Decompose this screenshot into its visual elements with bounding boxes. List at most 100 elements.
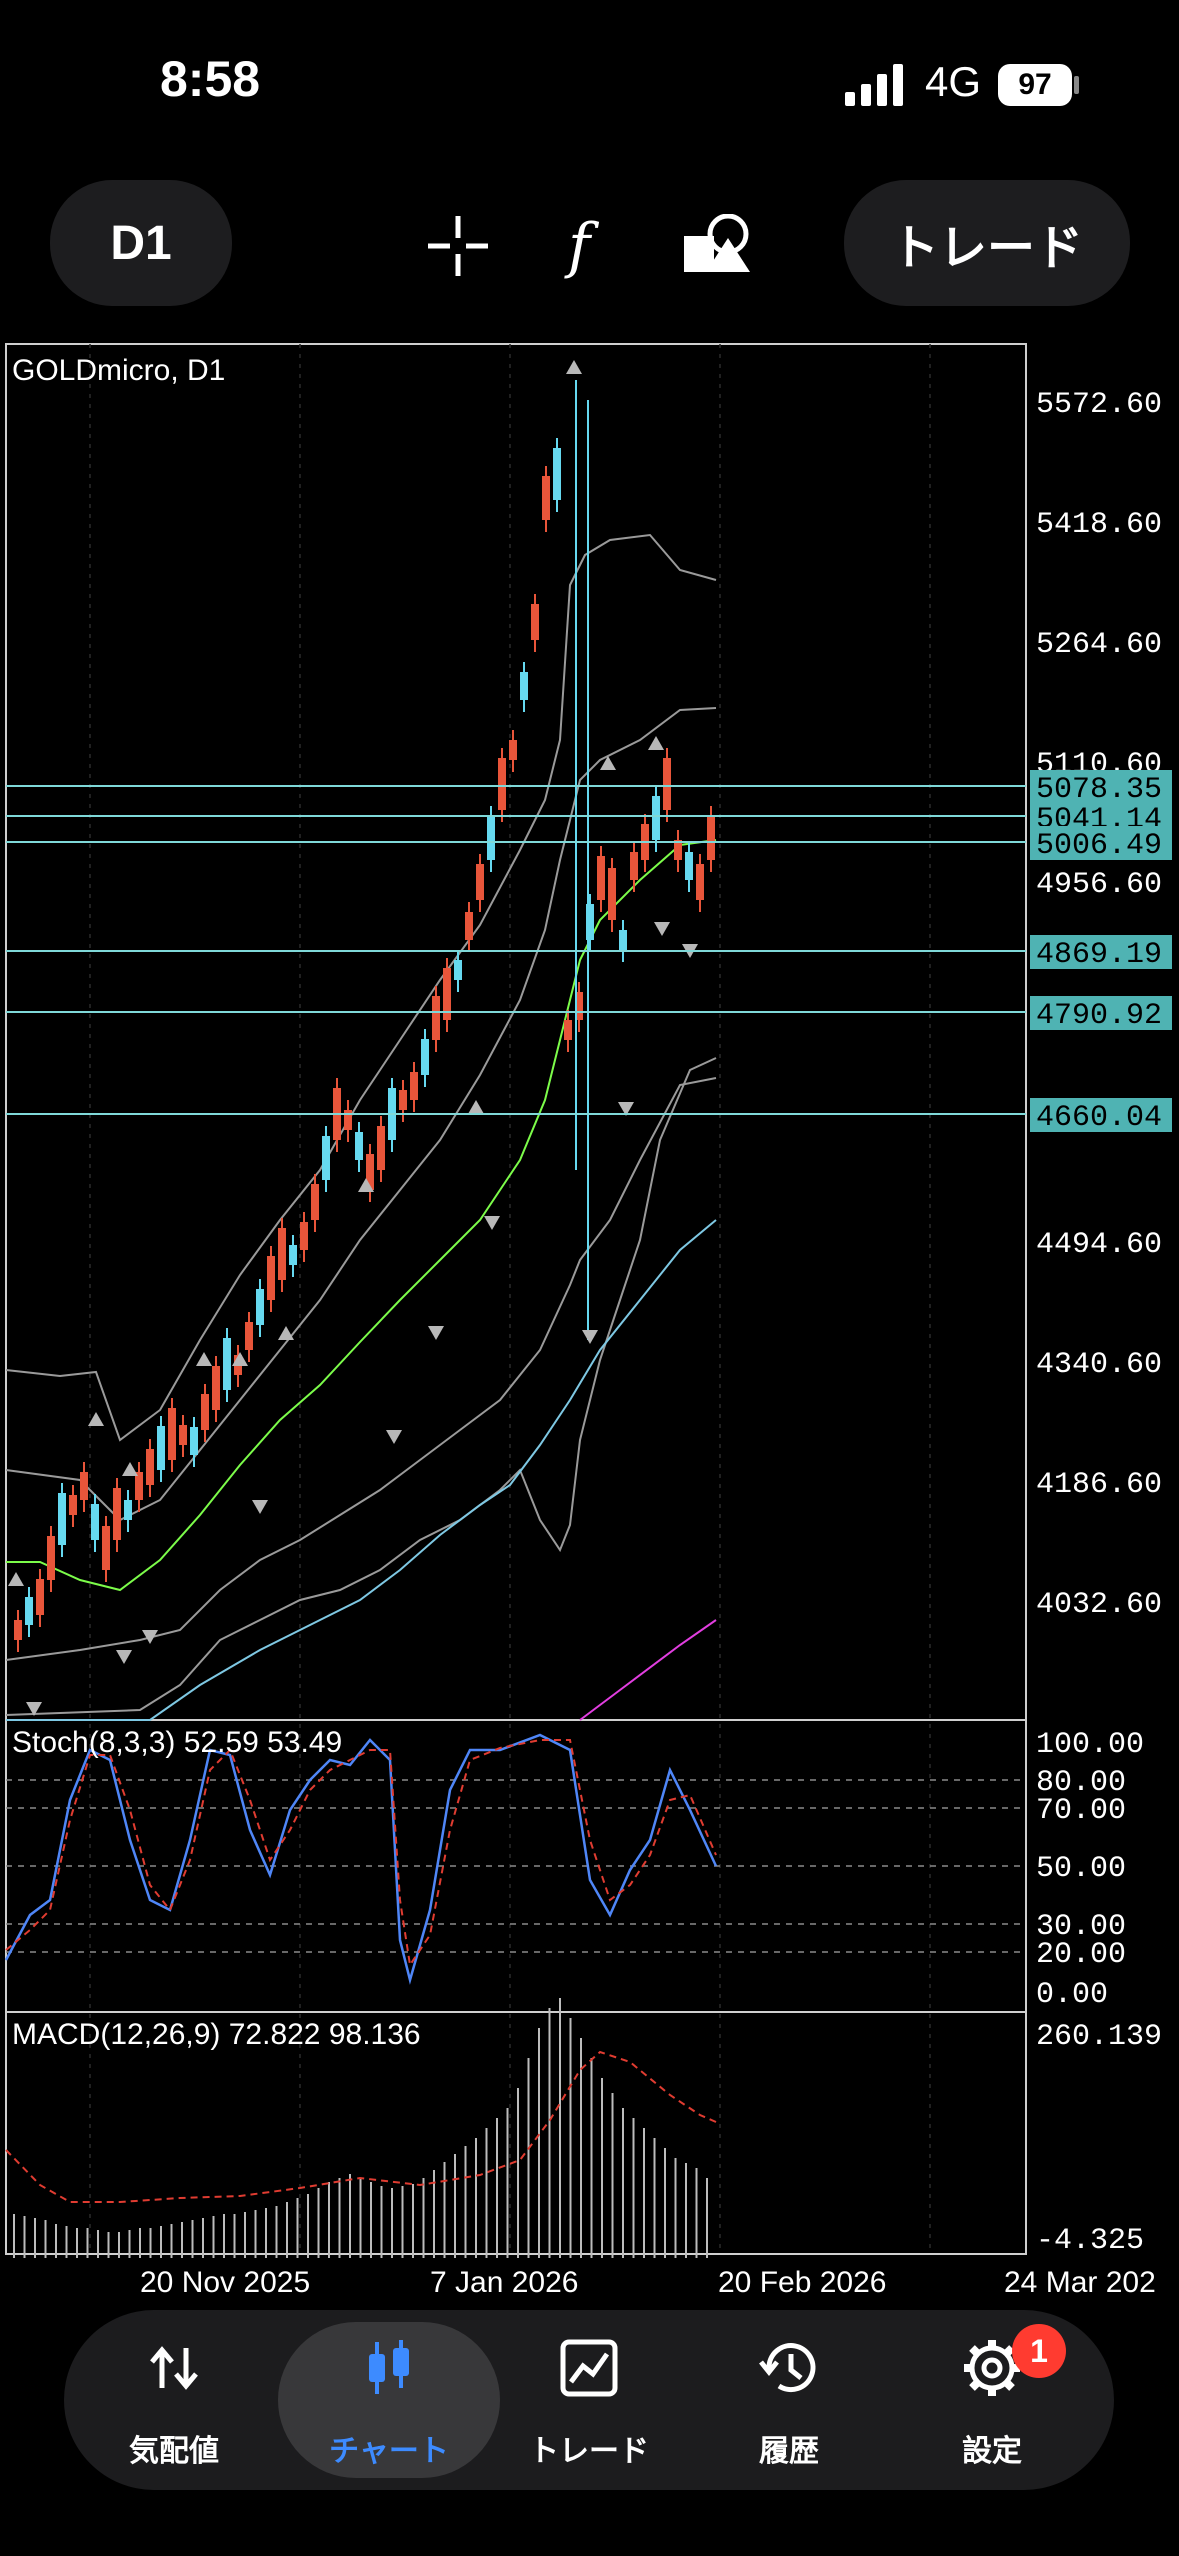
price-line-label-bg — [1030, 770, 1172, 804]
candle-body — [311, 1184, 319, 1220]
candle-body — [652, 796, 660, 840]
stoch-tick: 50.00 — [1036, 1852, 1126, 1886]
fractal-down-arrow — [142, 1630, 158, 1644]
nav-quotes[interactable]: 気配値 — [74, 2310, 274, 2490]
date-tick: 20 Feb 2026 — [718, 2266, 886, 2299]
candle-body — [630, 852, 638, 880]
fractal-up-arrow — [648, 736, 664, 750]
vertical-grid — [89, 344, 931, 2254]
candle-body — [245, 1322, 253, 1350]
nav-chart[interactable]: チャート — [289, 2310, 489, 2490]
fractal-down-arrow — [386, 1430, 402, 1444]
nav-trade[interactable]: トレード — [489, 2310, 689, 2490]
candle-body — [597, 856, 605, 900]
nav-active-indicator — [278, 2322, 500, 2478]
gear-icon — [964, 2340, 1020, 2396]
objects-shapes-icon[interactable] — [684, 214, 750, 276]
candle-body — [432, 996, 440, 1040]
chart-frame — [5, 343, 1027, 2255]
candle-body — [344, 1110, 352, 1130]
fractal-down-arrow — [428, 1326, 444, 1340]
trade-button[interactable]: トレード — [844, 180, 1130, 306]
moving-average-slow — [6, 1219, 717, 1721]
price-tick: 5418.60 — [1036, 508, 1162, 542]
candle-body — [707, 816, 715, 860]
indicator-function-icon[interactable]: f — [562, 210, 612, 282]
candle-body — [124, 1500, 132, 1520]
candle-body — [102, 1526, 110, 1570]
nav-settings[interactable]: 設定 1 — [892, 2310, 1092, 2490]
candle-body — [575, 992, 583, 1020]
candle-body — [168, 1408, 176, 1460]
candle-body — [278, 1228, 286, 1280]
status-time: 8:58 — [160, 51, 261, 107]
battery-tip — [1074, 76, 1079, 94]
candle-body — [476, 864, 484, 900]
candle-body — [619, 930, 627, 950]
stoch-label: Stoch(8,3,3) 52.59 53.49 — [12, 1726, 342, 1759]
candle-body — [135, 1472, 143, 1500]
macd-signal-line — [5, 2050, 717, 2203]
stoch-tick: 100.00 — [1036, 1728, 1144, 1762]
nav-label: 気配値 — [129, 2435, 219, 2468]
candle-body — [47, 1536, 55, 1580]
stoch-tick: 80.00 — [1036, 1766, 1126, 1800]
crosshair-icon[interactable] — [428, 216, 488, 276]
nav-label: チャート — [329, 2435, 449, 2468]
candle-body — [487, 816, 495, 860]
fractal-down-arrow — [582, 1330, 598, 1344]
candle-body — [366, 1154, 374, 1190]
fractal-down-arrow — [618, 1102, 634, 1116]
moving-average-long — [579, 1619, 717, 1721]
candle-body — [542, 476, 550, 520]
fractal-up-arrow — [278, 1326, 294, 1340]
candle-body — [80, 1472, 88, 1500]
price-line-label-bg — [1030, 826, 1172, 860]
macd-min-tick: -4.325 — [1036, 2224, 1144, 2258]
candle-body — [421, 1039, 429, 1075]
candle-body — [25, 1597, 33, 1625]
price-chart[interactable]: 5572.60 5418.60 5264.60 5110.60 4956.60 … — [0, 340, 1179, 2300]
candle-body — [157, 1426, 165, 1470]
fractal-up-arrow — [232, 1352, 248, 1366]
candle-body — [113, 1488, 121, 1540]
stoch-tick: 0.00 — [1036, 1978, 1108, 2012]
fractal-up-arrow — [8, 1572, 24, 1586]
candle-body — [300, 1222, 308, 1250]
network-type: 4G — [925, 58, 982, 105]
candle-body — [454, 960, 462, 980]
candle-body — [223, 1338, 231, 1390]
arrows-updown-icon — [150, 2346, 198, 2390]
svg-text:f: f — [564, 211, 600, 281]
date-tick: 20 Nov 2025 — [140, 2266, 310, 2299]
notification-badge: 1 — [1012, 2324, 1066, 2378]
candle-body — [289, 1245, 297, 1265]
date-tick: 24 Mar 202 — [1004, 2266, 1156, 2299]
price-line-label: 5006.49 — [1036, 829, 1162, 863]
price-line-label-bg — [1030, 935, 1172, 969]
fractal-down-arrow — [654, 922, 670, 936]
macd-histogram — [13, 1998, 708, 2258]
candle-body — [696, 864, 704, 900]
price-tick: 4032.60 — [1036, 1588, 1162, 1622]
candle-body — [36, 1579, 44, 1615]
stoch-signal-line — [5, 1739, 717, 1968]
bollinger-upper-outer — [5, 533, 717, 1442]
price-line-label: 4869.19 — [1036, 938, 1162, 972]
nav-label: 履歴 — [759, 2435, 819, 2468]
fractal-up-arrow — [88, 1412, 104, 1426]
candle-body — [190, 1427, 198, 1455]
fractal-up-arrow — [196, 1352, 212, 1366]
candle-body — [531, 604, 539, 640]
bollinger-lower-outer — [5, 1057, 717, 1716]
candle-body — [564, 1020, 572, 1040]
nav-history[interactable]: 履歴 — [689, 2310, 889, 2490]
price-tick: 5572.60 — [1036, 388, 1162, 422]
candlestick-icon — [369, 2340, 409, 2394]
stoch-tick: 20.00 — [1036, 1938, 1126, 1972]
timeframe-button[interactable]: D1 — [50, 180, 232, 306]
candlestick-series — [14, 380, 715, 1652]
price-line-label-bg — [1030, 1098, 1172, 1132]
fractal-down-arrow — [116, 1650, 132, 1664]
candle-body — [322, 1136, 330, 1180]
